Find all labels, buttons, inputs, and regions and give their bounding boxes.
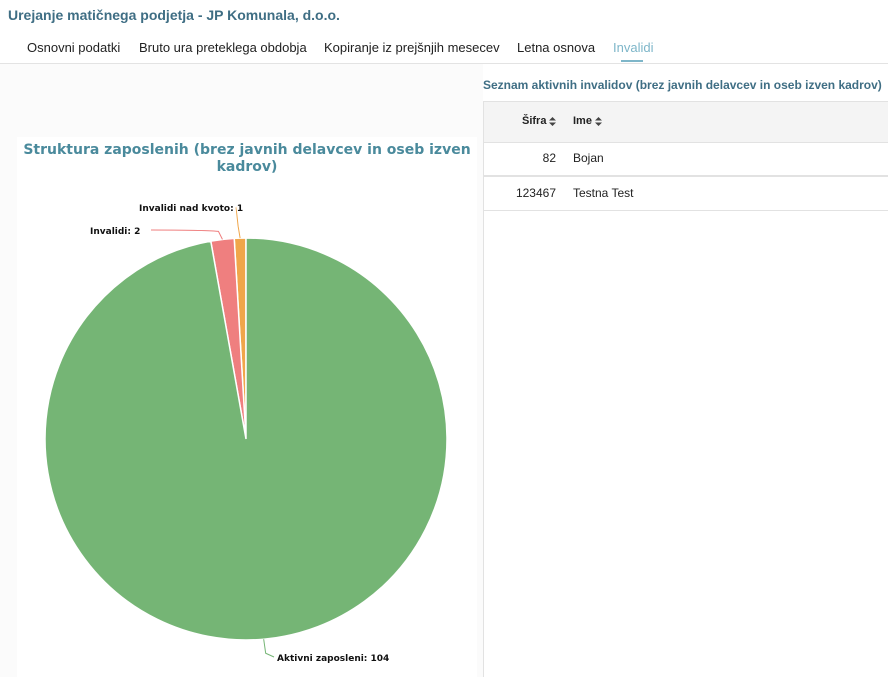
- tab-invalidi[interactable]: Invalidi: [613, 40, 654, 55]
- chart-panel: Struktura zaposlenih (brez javnih delavc…: [17, 137, 477, 677]
- cell-sifra: 123467: [515, 186, 556, 200]
- tab-letna-osnova[interactable]: Letna osnova: [517, 40, 596, 55]
- invalidi-table: Šifra Ime 82 Bojan 123467 Testna Test: [483, 101, 888, 677]
- pie-chart: Invalidi nad kvoto: 1 Invalidi: 2 Aktivni …: [44, 204, 448, 664]
- pie-data-label: Aktivni zaposleni: 104: [277, 654, 389, 664]
- list-title: Seznam aktivnih invalidov (brez javnih d…: [483, 78, 882, 92]
- pie-connector-1: [235, 206, 241, 239]
- tab-bruto-ura[interactable]: Bruto ura preteklega obdobja: [139, 40, 307, 55]
- tab-kopiranje[interactable]: Kopiranje iz prejšnjih mesecev: [324, 40, 500, 55]
- page-title: Urejanje matičnega podjetja - JP Komunal…: [8, 7, 340, 23]
- table-row[interactable]: 82 Bojan: [484, 142, 888, 176]
- cell-sifra: 82: [542, 151, 556, 165]
- cell-ime: Testna Test: [573, 186, 634, 200]
- column-header-ime-label: Ime: [573, 115, 592, 127]
- pie-data-label: Invalidi: 2: [90, 227, 140, 237]
- sort-icon: [549, 116, 557, 126]
- table-header: Šifra Ime: [484, 101, 888, 143]
- pie-connector-2: [150, 229, 223, 240]
- tab-bar: Osnovni podatki Bruto ura preteklega obd…: [0, 34, 888, 64]
- active-tab-indicator: [621, 60, 643, 62]
- column-header-sifra-label: Šifra: [522, 115, 547, 127]
- tab-osnovni-podatki[interactable]: Osnovni podatki: [27, 40, 121, 55]
- table-row[interactable]: 123467 Testna Test: [484, 176, 888, 211]
- pie-connector-3: [263, 639, 275, 658]
- column-header-sifra[interactable]: Šifra: [522, 115, 557, 127]
- column-header-ime[interactable]: Ime: [573, 115, 602, 127]
- pie-data-label: Invalidi nad kvoto: 1: [139, 204, 243, 214]
- pie-slice-3[interactable]: [44, 237, 448, 641]
- cell-ime: Bojan: [573, 151, 604, 165]
- sort-icon: [594, 116, 602, 126]
- chart-title: Struktura zaposlenih (brez javnih delavc…: [23, 142, 471, 175]
